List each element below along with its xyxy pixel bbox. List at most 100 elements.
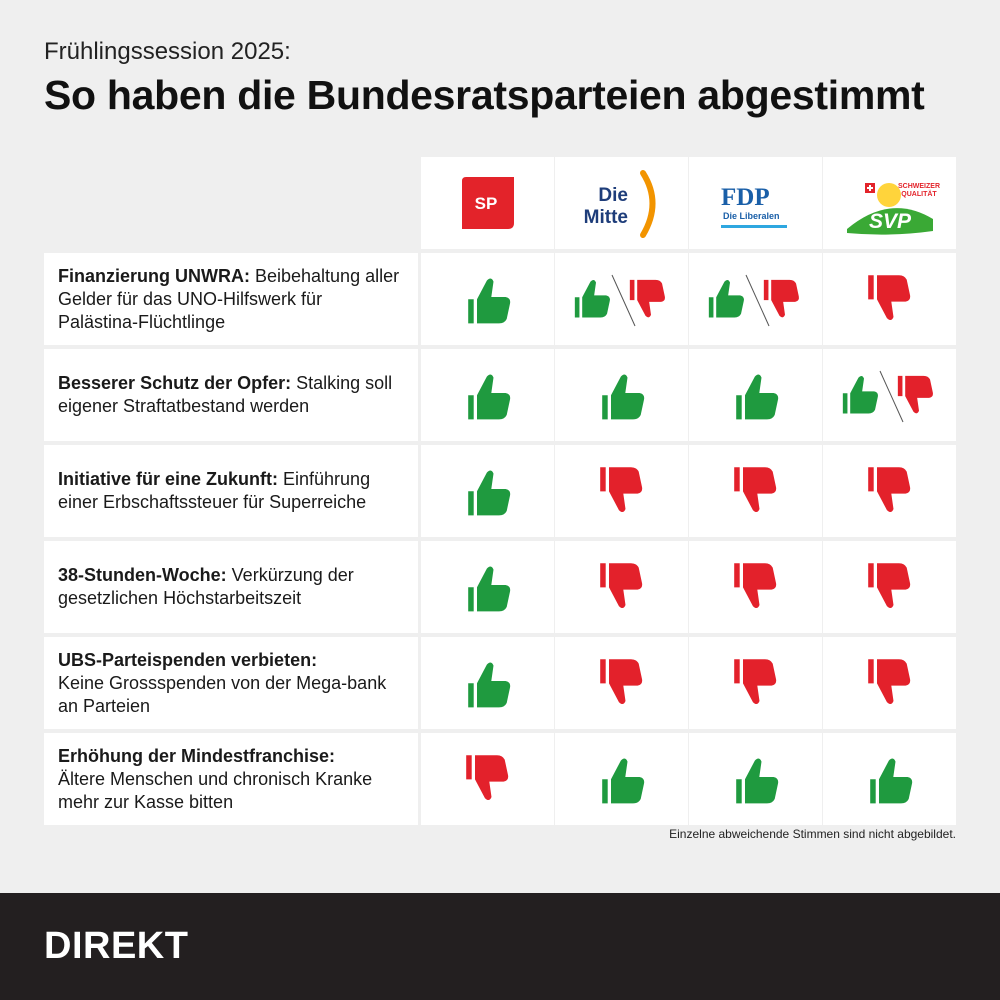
logo-svp: SCHWEIZER QUALITÄT SVP	[823, 157, 956, 249]
vote-yes	[736, 374, 779, 420]
thumbs-up-icon	[870, 758, 913, 804]
motion-description: Beibehaltung aller Gelder für das UNO-Hi…	[58, 265, 400, 332]
vote-no	[466, 755, 509, 801]
svp-tagline-1: SCHWEIZER	[898, 183, 940, 190]
thumbs-down-icon	[763, 279, 799, 318]
thumbs-up-icon	[708, 279, 744, 318]
vote-cell-svp	[823, 637, 956, 729]
thumbs-up-icon	[842, 375, 878, 414]
thumbs-down-icon	[868, 563, 911, 609]
mitte-logo-line2: Mitte	[583, 207, 627, 228]
logo-sp: SP	[421, 157, 554, 249]
fdp-underline	[720, 225, 787, 228]
motion-description: Einführung einer Erbschaftssteuer für Su…	[58, 469, 371, 512]
vote-cell-mitte	[555, 349, 688, 441]
table-row: Finanzierung UNWRA: Beibehaltung aller G…	[44, 253, 956, 345]
vote-cell-svp	[823, 541, 956, 633]
vote-cell-fdp	[689, 253, 822, 345]
thumbs-up-icon	[736, 374, 779, 420]
logo-fdp: FDP Die Liberalen	[689, 157, 822, 249]
mitte-arc-icon	[639, 170, 655, 238]
sp-logo-text: SP	[474, 194, 497, 213]
fdp-logo-text: FDP	[721, 184, 770, 211]
motion-description: Ältere Menschen und chronisch Kranke meh…	[58, 768, 373, 812]
vote-cell-fdp	[689, 637, 822, 729]
thumbs-down-icon	[897, 375, 933, 414]
vote-yes	[468, 662, 511, 708]
vote-no	[600, 659, 643, 705]
motion-text: Initiative für eine Zukunft: Einführung …	[44, 445, 418, 537]
vote-no	[734, 563, 777, 609]
svp-hill	[846, 208, 933, 235]
fdp-logo-subtitle: Die Liberalen	[723, 211, 780, 221]
vote-cell-fdp	[689, 541, 822, 633]
vote-cell-mitte	[555, 253, 688, 345]
thumbs-up-icon	[468, 662, 511, 708]
thumbs-down-icon	[629, 279, 665, 318]
vote-cell-sp	[421, 733, 554, 825]
thumbs-up-icon	[602, 374, 645, 420]
vote-no	[734, 659, 777, 705]
table-row: 38-Stunden-Woche: Verkürzung der gesetzl…	[44, 541, 956, 633]
table-row: Besserer Schutz der Opfer: Stalking soll…	[44, 349, 956, 441]
vote-split	[842, 370, 933, 423]
mitte-logo-line1: Die	[598, 185, 628, 206]
motion-description: Stalking soll eigener Straftatbestand we…	[58, 373, 393, 416]
thumbs-down-icon	[600, 467, 643, 513]
split-divider	[611, 274, 636, 327]
thumbs-down-icon	[868, 275, 911, 321]
vote-yes	[468, 278, 511, 324]
split-divider	[879, 370, 904, 423]
vote-cell-sp	[421, 445, 554, 537]
motion-text: UBS-Parteispenden verbieten: Keine Grosss…	[44, 637, 418, 729]
vote-yes	[736, 758, 779, 804]
table-row: Initiative für eine Zukunft: Einführung …	[44, 445, 956, 537]
vote-cell-svp	[823, 253, 956, 345]
thumbs-up-icon	[574, 279, 610, 318]
vote-cell-mitte	[555, 445, 688, 537]
vote-no	[600, 467, 643, 513]
vote-cell-svp	[823, 445, 956, 537]
footnote: Einzelne abweichende Stimmen sind nicht …	[669, 827, 956, 841]
motion-title: Erhöhung der Mindestfranchise:	[58, 745, 336, 766]
thumbs-down-icon	[600, 659, 643, 705]
vote-yes	[870, 758, 913, 804]
brand-logo: DIREKT	[44, 925, 189, 967]
svp-sun-icon	[876, 183, 901, 207]
thumbs-up-icon	[602, 758, 645, 804]
thumbs-down-icon	[868, 659, 911, 705]
vote-split	[574, 274, 665, 327]
motion-text: 38-Stunden-Woche: Verkürzung der gesetzl…	[44, 541, 418, 633]
vote-yes	[602, 374, 645, 420]
table-row: UBS-Parteispenden verbieten: Keine Grosss…	[44, 637, 956, 729]
motion-title: Finanzierung UNWRA:	[58, 265, 250, 286]
thumbs-up-icon	[468, 470, 511, 516]
vote-yes	[468, 470, 511, 516]
vote-yes	[468, 374, 511, 420]
thumbs-down-icon	[466, 755, 509, 801]
vote-no	[868, 467, 911, 513]
vote-yes	[468, 566, 511, 612]
vote-cell-sp	[421, 637, 554, 729]
thumbs-down-icon	[734, 563, 777, 609]
thumbs-up-icon	[468, 374, 511, 420]
thumbs-down-icon	[868, 467, 911, 513]
vote-cell-sp	[421, 253, 554, 345]
thumbs-up-icon	[468, 278, 511, 324]
split-divider	[745, 274, 770, 327]
kicker: Frühlingssession 2025:	[44, 38, 291, 65]
vote-cell-mitte	[555, 733, 688, 825]
svp-tagline-2: QUALITÄT	[901, 190, 937, 198]
vote-no	[868, 659, 911, 705]
vote-cell-svp	[823, 349, 956, 441]
thumbs-up-icon	[468, 566, 511, 612]
vote-no	[868, 275, 911, 321]
motion-title: UBS-Parteispenden verbieten:	[58, 649, 318, 670]
thumbs-down-icon	[734, 659, 777, 705]
vote-no	[600, 563, 643, 609]
vote-cell-svp	[823, 733, 956, 825]
vote-no	[734, 467, 777, 513]
logo-mitte: Die Mitte	[555, 157, 688, 249]
thumbs-up-icon	[736, 758, 779, 804]
thumbs-down-icon	[600, 563, 643, 609]
